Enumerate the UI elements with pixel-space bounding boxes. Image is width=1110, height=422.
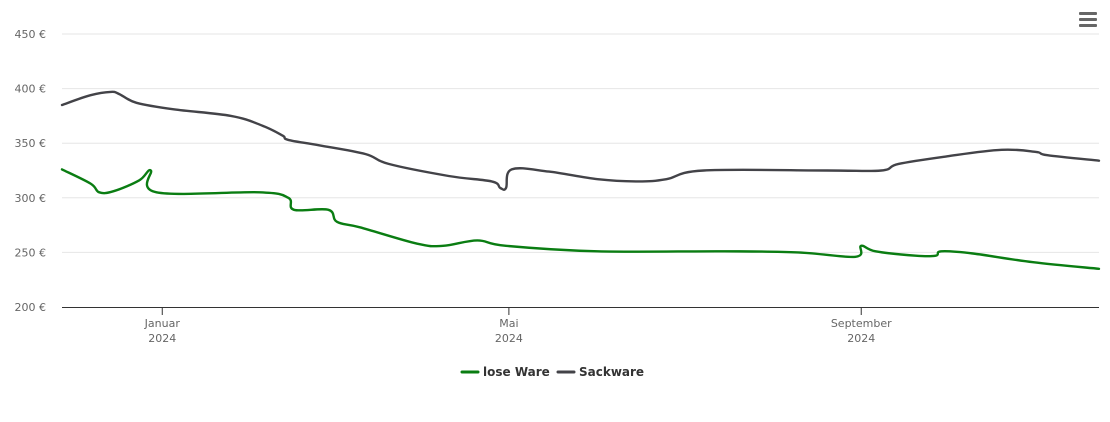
x-axis: Januar 2024 Mai 2024 September 2024 bbox=[62, 307, 1099, 345]
x-tick-label-year: 2024 bbox=[495, 332, 523, 345]
x-tick-label-month: Mai bbox=[499, 317, 518, 330]
menu-bar-icon bbox=[1079, 18, 1097, 21]
y-tick-label: 200 € bbox=[15, 301, 47, 314]
menu-bar-icon bbox=[1079, 12, 1097, 15]
y-tick-label: 450 € bbox=[15, 28, 47, 41]
gridlines bbox=[62, 33, 1099, 253]
series-line-sackware bbox=[60, 90, 1101, 191]
x-tick-label-month: September bbox=[831, 317, 892, 330]
legend: lose Ware Sackware bbox=[460, 365, 644, 379]
y-tick-label: 400 € bbox=[15, 83, 47, 96]
y-tick-label: 250 € bbox=[15, 246, 47, 259]
series-lines bbox=[60, 90, 1101, 270]
legend-label: lose Ware bbox=[483, 365, 550, 379]
y-tick-label: 300 € bbox=[15, 192, 47, 205]
legend-label: Sackware bbox=[579, 365, 644, 379]
x-tick-label-month: Januar bbox=[144, 317, 181, 330]
series-line-lose-ware bbox=[60, 168, 1101, 270]
x-tick-label-year: 2024 bbox=[847, 332, 875, 345]
menu-bar-icon bbox=[1079, 24, 1097, 27]
legend-item[interactable]: Sackware bbox=[556, 365, 644, 379]
legend-item[interactable]: lose Ware bbox=[460, 365, 550, 379]
x-tick-label-year: 2024 bbox=[148, 332, 176, 345]
chart-menu-button[interactable] bbox=[1077, 12, 1099, 32]
y-tick-label: 350 € bbox=[15, 137, 47, 150]
y-axis: 200 € 250 € 300 € 350 € 400 € 450 € bbox=[15, 28, 47, 314]
